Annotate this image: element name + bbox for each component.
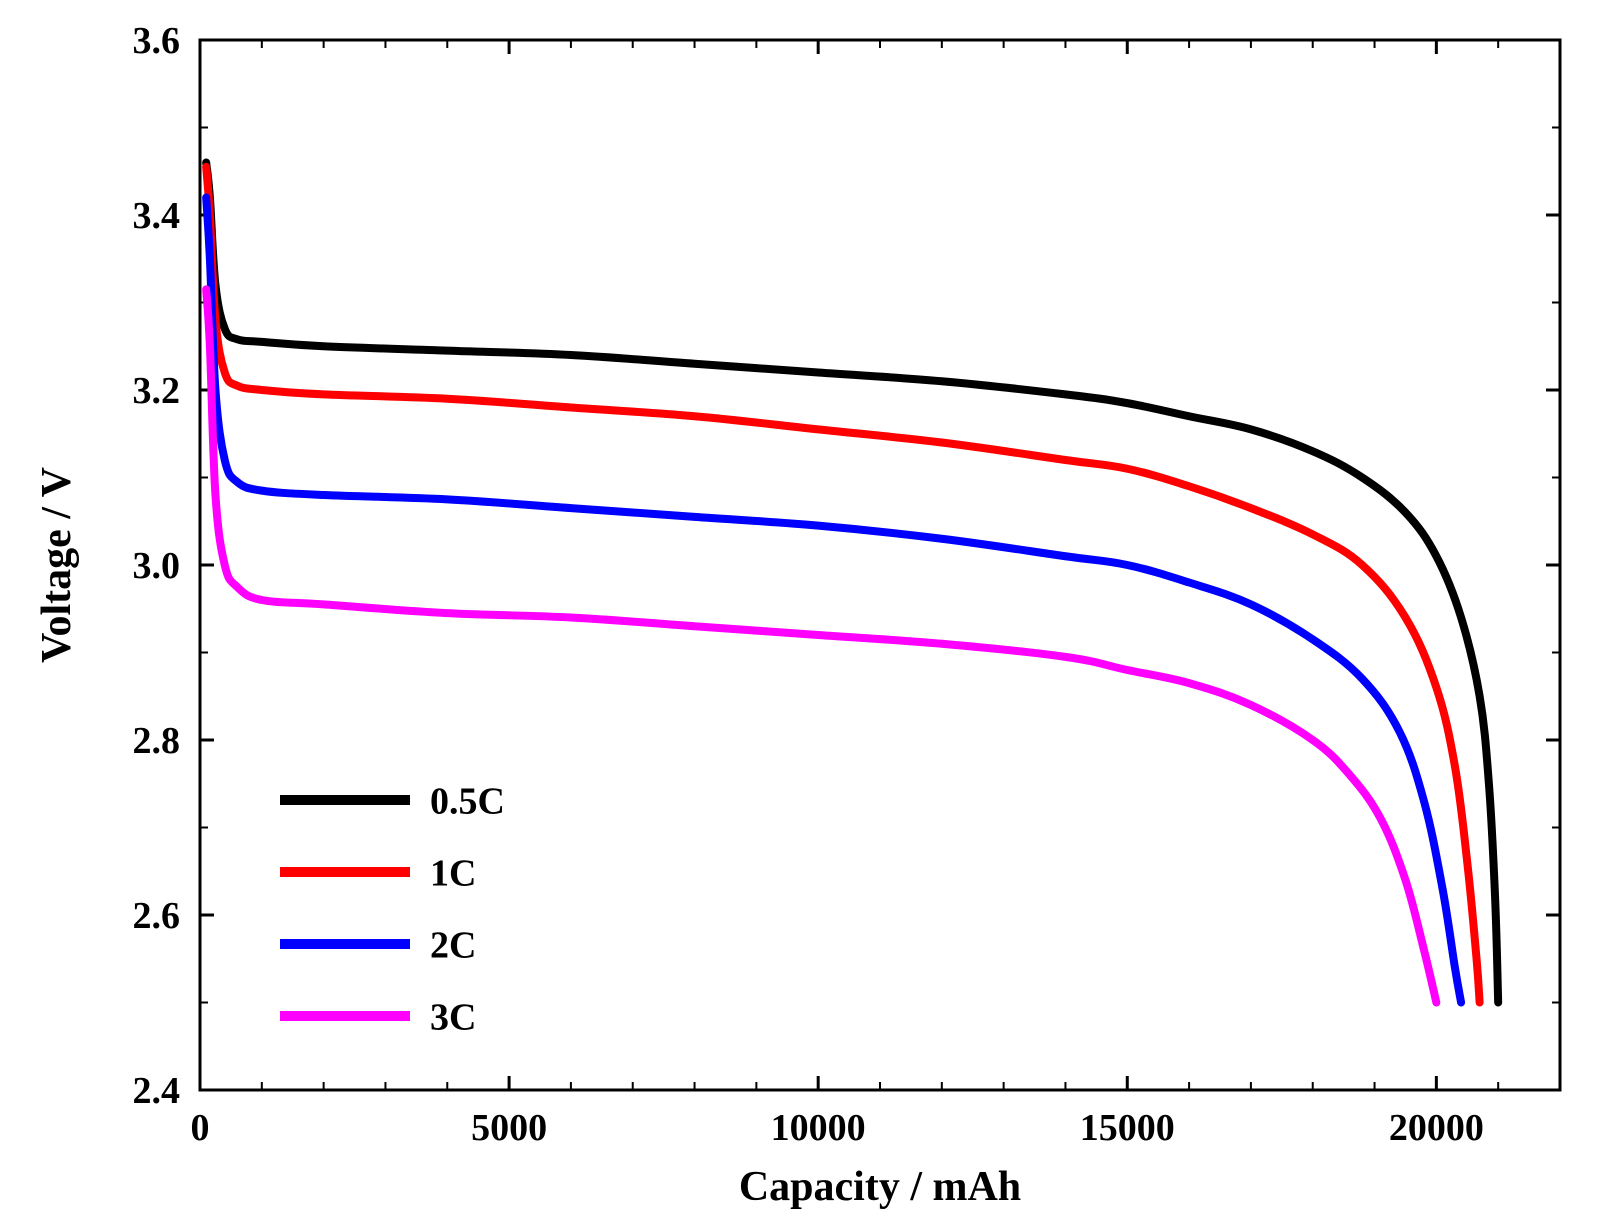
svg-text:2.6: 2.6	[133, 895, 181, 937]
legend-label-05c: 0.5C	[430, 780, 505, 822]
svg-text:2.8: 2.8	[133, 720, 181, 762]
svg-text:5000: 5000	[471, 1107, 547, 1149]
legend-label-1c: 1C	[430, 852, 476, 894]
chart-svg: 0 5000 10000 15000 20000 2.4 2.6 2.8 3.0 3.2 3.4 3.…	[0, 0, 1600, 1225]
svg-text:15000: 15000	[1080, 1107, 1175, 1149]
svg-text:2.4: 2.4	[133, 1070, 181, 1112]
legend-label-2c: 2C	[430, 924, 476, 966]
discharge-curves-chart: 0 5000 10000 15000 20000 2.4 2.6 2.8 3.0 3.2 3.4 3.…	[0, 0, 1600, 1225]
svg-text:20000: 20000	[1389, 1107, 1484, 1149]
y-axis-label: Voltage / V	[34, 467, 80, 663]
x-axis-label: Capacity / mAh	[739, 1164, 1021, 1210]
svg-text:3.4: 3.4	[133, 195, 181, 237]
svg-text:0: 0	[191, 1107, 210, 1149]
svg-text:3.2: 3.2	[133, 370, 181, 412]
svg-text:3.0: 3.0	[133, 545, 181, 587]
svg-text:10000: 10000	[771, 1107, 866, 1149]
svg-text:3.6: 3.6	[133, 20, 181, 62]
legend-label-3c: 3C	[430, 996, 476, 1038]
